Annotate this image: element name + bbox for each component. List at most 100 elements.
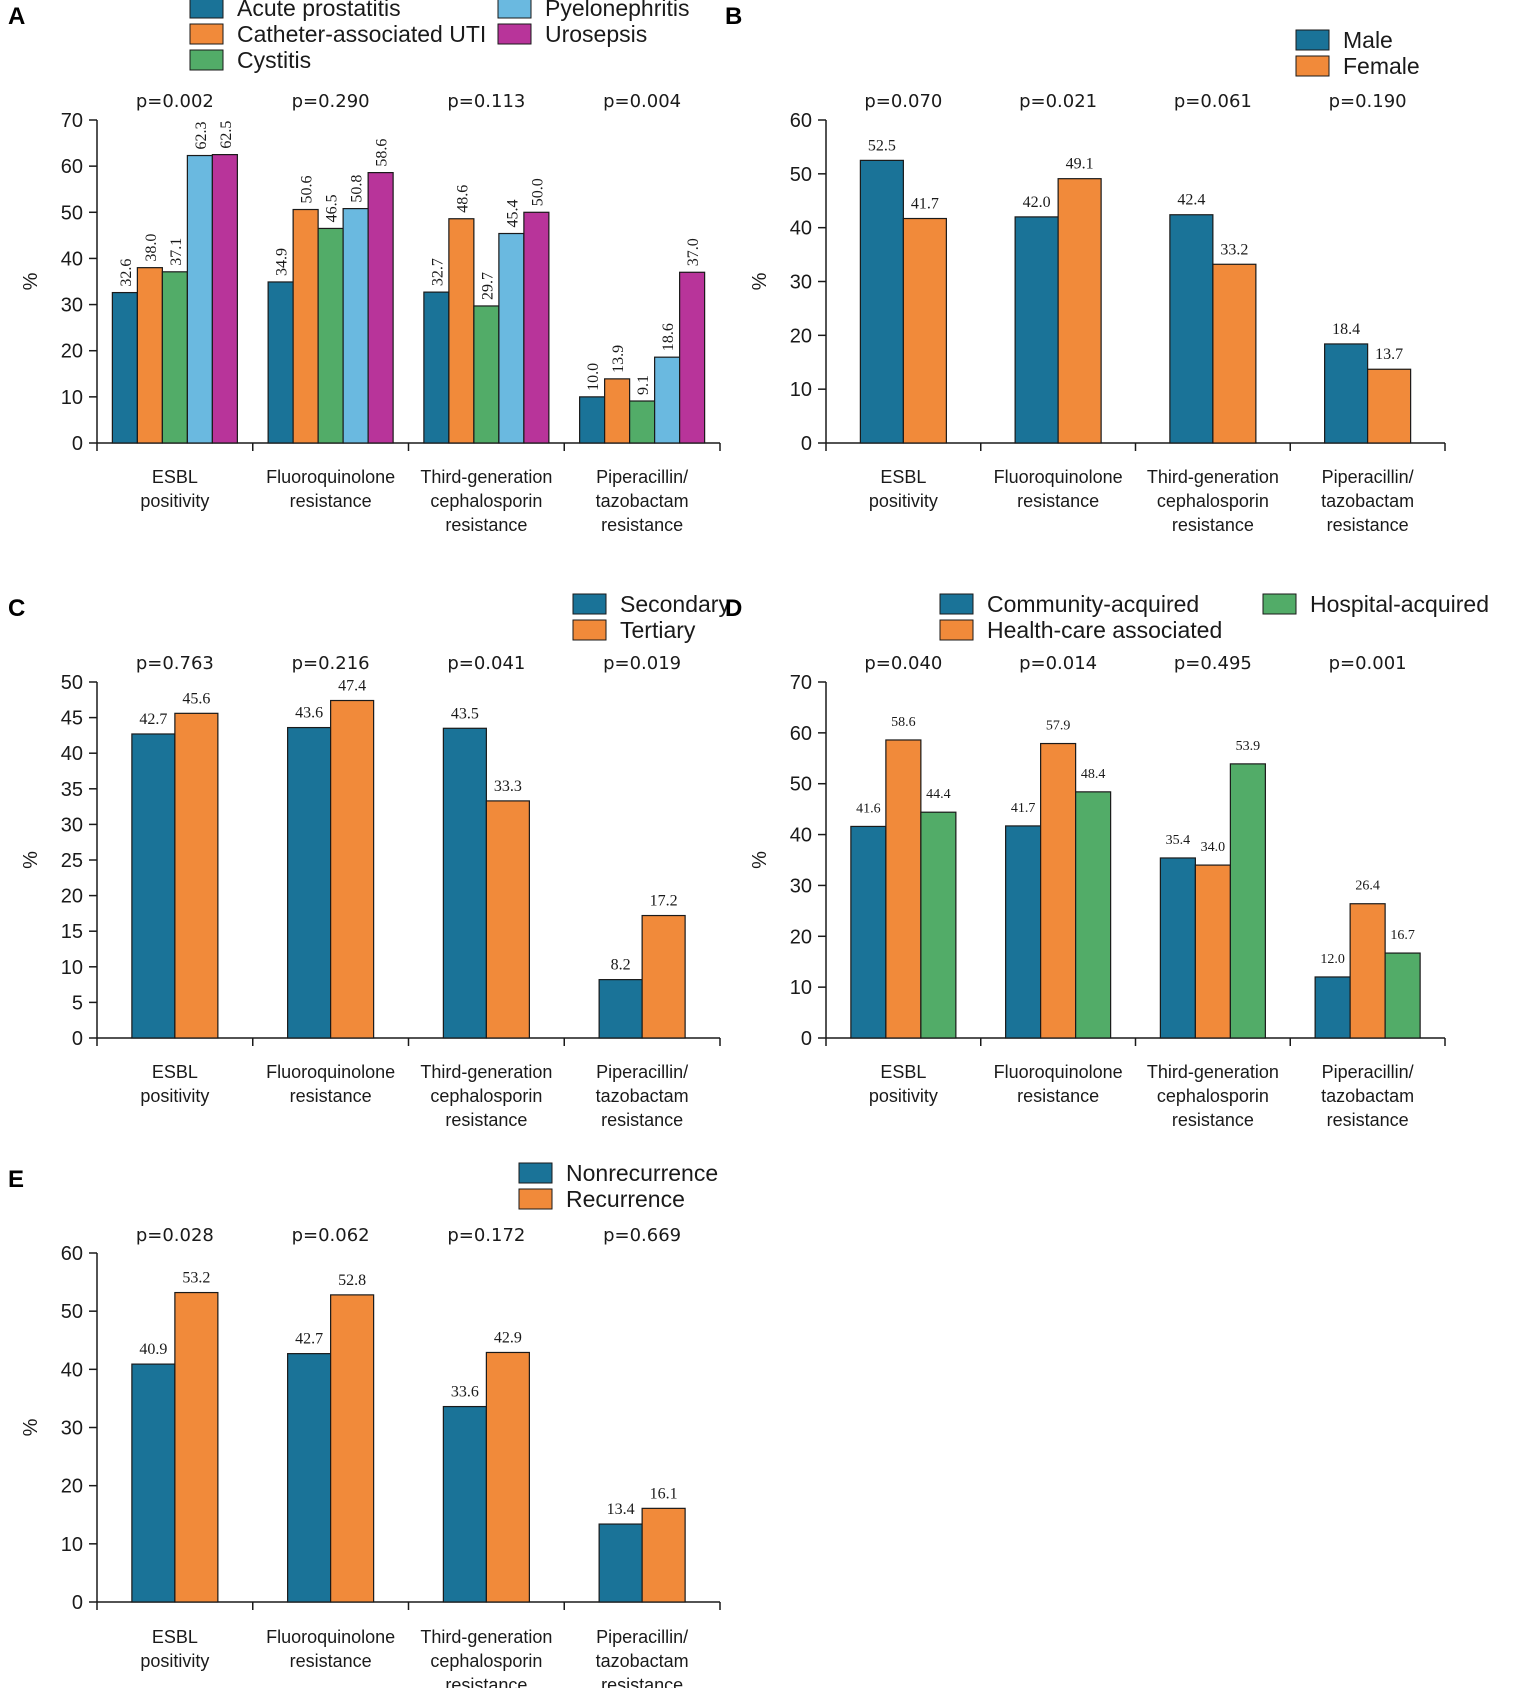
- data-label: 52.5: [868, 137, 896, 154]
- legend-label: Urosepsis: [545, 21, 647, 47]
- data-label: 41.7: [911, 196, 939, 213]
- data-label: 42.0: [1023, 194, 1051, 211]
- legend-swatch: [189, 23, 224, 45]
- y-tick-label: 0: [72, 1028, 83, 1050]
- data-label: 58.6: [374, 139, 391, 167]
- legend-swatch: [1295, 29, 1330, 51]
- bar: [629, 400, 656, 444]
- category-label: resistance: [445, 515, 527, 535]
- data-label: 16.7: [1390, 928, 1415, 943]
- data-label: 29.7: [479, 272, 496, 300]
- p-value: p=0.061: [1174, 91, 1252, 112]
- p-value: p=0.113: [447, 91, 525, 112]
- category-label: cephalosporin: [430, 491, 542, 511]
- bar: [1194, 864, 1231, 1039]
- p-value: p=0.172: [447, 1225, 525, 1246]
- y-tick-label: 0: [72, 433, 83, 455]
- category-label: tazobactam: [1321, 1086, 1414, 1106]
- category-label: Fluoroquinolone: [994, 1062, 1123, 1082]
- y-tick-label: 70: [790, 672, 812, 694]
- bar: [292, 208, 319, 444]
- bar: [423, 291, 450, 444]
- p-value: p=0.028: [136, 1225, 214, 1246]
- y-tick-label: 50: [61, 672, 83, 694]
- data-label: 48.4: [1081, 767, 1106, 782]
- category-label: resistance: [601, 1675, 683, 1688]
- data-label: 45.4: [504, 200, 521, 228]
- y-tick-label: 30: [790, 272, 812, 294]
- legend-label: Pyelonephritis: [545, 0, 689, 21]
- bar: [679, 271, 706, 444]
- y-tick-label: 10: [61, 387, 83, 409]
- y-tick-label: 40: [61, 1359, 83, 1381]
- category-label: cephalosporin: [430, 1651, 542, 1671]
- p-value: p=0.190: [1329, 91, 1407, 112]
- panel-letter: D: [725, 595, 742, 622]
- bar: [330, 1294, 375, 1603]
- y-tick-label: 10: [61, 957, 83, 979]
- data-label: 43.6: [295, 705, 323, 722]
- category-label: positivity: [140, 491, 209, 511]
- category-label: resistance: [1327, 1110, 1409, 1130]
- bar: [442, 1405, 487, 1603]
- data-label: 42.4: [1177, 192, 1205, 209]
- data-label: 33.2: [1220, 241, 1248, 258]
- bar: [1169, 214, 1214, 444]
- y-axis-label: %: [20, 1418, 42, 1436]
- data-label: 41.7: [1011, 801, 1036, 816]
- legend-swatch: [497, 23, 532, 45]
- category-label: positivity: [140, 1651, 209, 1671]
- bar: [1014, 216, 1059, 444]
- data-label: 50.0: [529, 178, 546, 206]
- bar: [131, 1363, 176, 1603]
- y-tick-label: 0: [801, 433, 812, 455]
- p-value: p=0.021: [1019, 91, 1097, 112]
- y-axis-label: %: [20, 272, 42, 290]
- category-label: resistance: [445, 1675, 527, 1688]
- y-tick-label: 10: [790, 977, 812, 999]
- category-label: resistance: [1172, 1110, 1254, 1130]
- p-value: p=0.669: [603, 1225, 681, 1246]
- y-tick-label: 45: [61, 708, 83, 730]
- category-label: Fluoroquinolone: [994, 467, 1123, 487]
- y-tick-label: 20: [61, 886, 83, 908]
- y-tick-label: 0: [72, 1592, 83, 1614]
- bar: [604, 378, 631, 444]
- data-label: 52.8: [338, 1272, 366, 1289]
- y-axis-label: %: [20, 851, 42, 869]
- category-label: tazobactam: [1321, 491, 1414, 511]
- category-label: positivity: [869, 1086, 938, 1106]
- data-label: 12.0: [1320, 952, 1345, 967]
- category-label: Piperacillin/: [1322, 1062, 1414, 1082]
- data-label: 46.5: [324, 194, 341, 222]
- bar: [641, 914, 686, 1039]
- bar: [654, 356, 681, 444]
- bar: [498, 232, 525, 444]
- legend-swatch: [939, 619, 974, 641]
- y-tick-label: 20: [61, 341, 83, 363]
- category-label: Fluoroquinolone: [266, 1627, 395, 1647]
- legend-label: Female: [1343, 53, 1420, 79]
- data-label: 37.1: [168, 238, 185, 266]
- y-tick-label: 0: [801, 1028, 812, 1050]
- y-tick-label: 20: [790, 325, 812, 347]
- panel-letter: A: [8, 3, 25, 30]
- y-tick-label: 30: [61, 814, 83, 836]
- y-tick-label: 10: [790, 379, 812, 401]
- bar: [1314, 976, 1351, 1039]
- category-label: Third-generation: [1147, 467, 1279, 487]
- data-label: 34.0: [1201, 840, 1226, 855]
- data-label: 57.9: [1046, 719, 1071, 734]
- category-label: resistance: [1172, 515, 1254, 535]
- legend-label: Nonrecurrence: [566, 1160, 718, 1186]
- bar: [1229, 763, 1266, 1039]
- bar: [485, 800, 530, 1039]
- y-axis-label: %: [749, 851, 771, 869]
- bar: [885, 739, 922, 1039]
- legend-swatch: [1262, 593, 1297, 615]
- y-tick-label: 50: [61, 202, 83, 224]
- bar: [131, 733, 176, 1039]
- category-label: cephalosporin: [1157, 1086, 1269, 1106]
- legend-label: Recurrence: [566, 1186, 685, 1212]
